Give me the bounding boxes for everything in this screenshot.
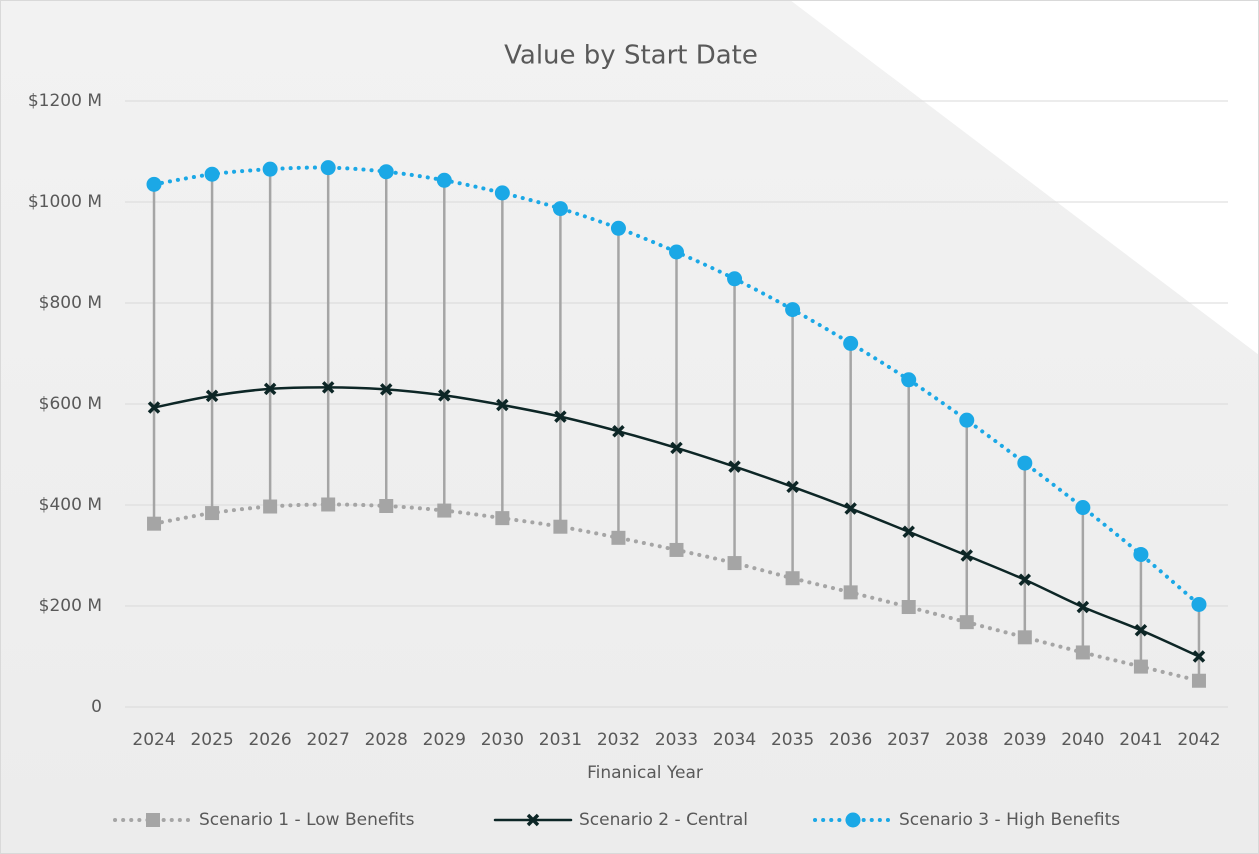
- data-point: [146, 176, 162, 192]
- data-point: [611, 530, 626, 545]
- data-point: [669, 542, 684, 557]
- data-point: [1017, 455, 1033, 471]
- data-point: [321, 497, 336, 512]
- data-point: [786, 480, 799, 494]
- data-point: [1133, 659, 1148, 674]
- x-tick-label: 2026: [248, 730, 291, 750]
- data-point: [1191, 596, 1207, 612]
- data-point: [205, 506, 220, 521]
- data-point: [1192, 650, 1206, 663]
- x-tick-label: 2040: [1061, 730, 1104, 750]
- data-point: [438, 389, 451, 402]
- data-point: [901, 600, 916, 615]
- data-point: [785, 302, 801, 318]
- legend-label: Scenario 1 - Low Benefits: [199, 810, 415, 830]
- data-point: [1076, 600, 1090, 614]
- data-point: [320, 160, 336, 176]
- data-point: [379, 499, 394, 514]
- data-point: [436, 172, 452, 188]
- x-tick-label: 2025: [190, 730, 233, 750]
- x-axis-title: Finanical Year: [587, 763, 703, 783]
- y-tick-label: $1200 M: [28, 91, 102, 111]
- data-point: [437, 503, 452, 518]
- x-tick-label: 2037: [887, 730, 930, 750]
- x-tick-label: 2034: [713, 730, 756, 750]
- data-point: [1018, 573, 1032, 586]
- data-point: [670, 441, 683, 455]
- y-tick-label: $800 M: [39, 293, 102, 313]
- x-tick-label: 2032: [597, 730, 640, 750]
- y-tick-label: $400 M: [39, 495, 102, 515]
- legend-marker: [845, 812, 861, 828]
- x-tick-label: 2028: [365, 730, 408, 750]
- x-tick-label: 2033: [655, 730, 698, 750]
- data-point: [147, 516, 162, 531]
- data-point: [960, 549, 974, 562]
- x-tick-label: 2041: [1119, 730, 1162, 750]
- data-point: [727, 556, 742, 571]
- x-tick-label: 2024: [132, 730, 175, 750]
- data-point: [1133, 546, 1149, 562]
- data-point: [1075, 645, 1090, 660]
- y-tick-label: $1000 M: [28, 192, 102, 212]
- x-tick-label: 2038: [945, 730, 988, 750]
- data-point: [205, 389, 219, 403]
- data-point: [262, 161, 278, 177]
- data-point: [669, 244, 684, 260]
- background-highlight: [790, 0, 1259, 355]
- data-point: [1191, 673, 1206, 688]
- x-tick-label: 2027: [307, 730, 350, 750]
- data-point: [204, 166, 220, 182]
- data-point: [554, 410, 567, 423]
- legend-label: Scenario 2 - Central: [579, 810, 748, 830]
- x-tick-label: 2035: [771, 730, 814, 750]
- data-point: [378, 164, 394, 180]
- data-point: [610, 220, 626, 236]
- x-tick-label: 2029: [423, 730, 466, 750]
- data-point: [379, 383, 393, 396]
- y-tick-label: $200 M: [39, 596, 102, 616]
- x-tick-label: 2042: [1177, 730, 1220, 750]
- data-point: [727, 271, 743, 287]
- data-point: [496, 398, 509, 412]
- data-point: [263, 382, 277, 396]
- data-point: [552, 201, 568, 217]
- data-point: [263, 499, 278, 514]
- x-tick-label: 2031: [539, 730, 582, 750]
- data-point: [843, 335, 859, 351]
- y-tick-label: $600 M: [39, 394, 102, 414]
- data-point: [321, 381, 335, 394]
- data-point: [728, 460, 741, 473]
- chart-title: Value by Start Date: [504, 41, 758, 71]
- legend-marker: [146, 813, 160, 827]
- x-tick-label: 2030: [481, 730, 524, 750]
- data-point: [1017, 630, 1032, 645]
- data-point: [902, 525, 915, 539]
- data-point: [1134, 624, 1148, 637]
- data-point: [959, 615, 974, 630]
- legend-label: Scenario 3 - High Benefits: [899, 810, 1120, 830]
- data-point: [495, 511, 510, 526]
- data-point: [553, 519, 568, 534]
- data-point: [844, 502, 857, 515]
- data-point: [959, 412, 975, 428]
- y-tick-label: 0: [91, 697, 102, 717]
- data-point: [612, 425, 625, 438]
- data-point: [494, 185, 510, 201]
- data-point: [1075, 500, 1091, 516]
- data-point: [785, 571, 800, 586]
- data-point: [901, 372, 917, 388]
- x-tick-label: 2039: [1003, 730, 1046, 750]
- data-point: [843, 585, 858, 600]
- legend-marker: [526, 813, 540, 827]
- data-point: [147, 401, 161, 414]
- x-tick-label: 2036: [829, 730, 872, 750]
